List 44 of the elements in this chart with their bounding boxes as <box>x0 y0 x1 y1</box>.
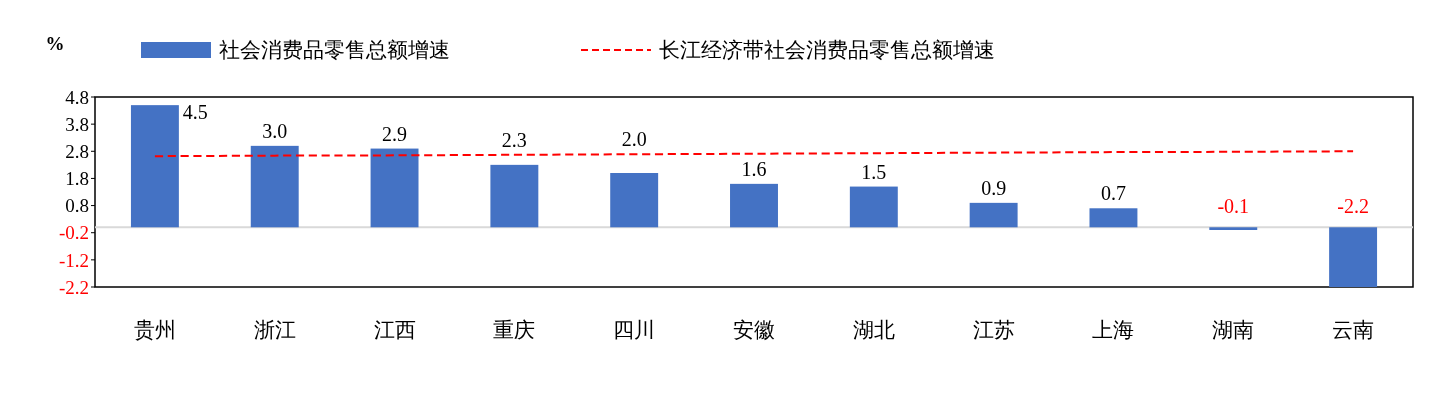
bar <box>1209 227 1258 230</box>
data-label: -2.2 <box>1337 195 1369 218</box>
y-tick-label: 0.8 <box>65 195 89 217</box>
y-tick-label: -1.2 <box>58 249 89 271</box>
legend-label: 长江经济带社会消费品零售总额增速 <box>659 38 995 63</box>
y-tick-label: 2.8 <box>65 140 89 162</box>
y-tick-label: -0.2 <box>58 222 89 244</box>
y-tick-label: -2.2 <box>58 276 89 298</box>
x-tick-label: 江苏 <box>972 318 1015 342</box>
x-tick-label: 云南 <box>1332 318 1375 342</box>
data-label: 0.9 <box>981 176 1007 199</box>
data-label: 4.5 <box>182 101 208 124</box>
data-label: 1.6 <box>741 157 767 180</box>
data-label: 2.3 <box>501 128 527 151</box>
x-tick-label: 湖北 <box>852 318 895 342</box>
x-tick-label: 重庆 <box>493 318 536 342</box>
bar <box>610 173 659 228</box>
data-label: 0.7 <box>1100 182 1126 205</box>
bar <box>250 145 299 228</box>
y-axis-title: % <box>45 33 65 54</box>
x-tick-label: 贵州 <box>133 318 176 342</box>
x-tick-label: 上海 <box>1092 318 1135 342</box>
bar <box>849 186 898 228</box>
y-tick-label: 1.8 <box>65 168 89 190</box>
x-tick-label: 四川 <box>613 318 656 342</box>
bar <box>130 105 179 228</box>
y-tick-label: 3.8 <box>65 113 89 135</box>
bar <box>730 183 778 228</box>
x-tick-label: 湖南 <box>1212 318 1255 342</box>
x-tick-label: 浙江 <box>253 318 296 342</box>
bar <box>490 164 539 228</box>
data-label: 2.0 <box>621 128 647 151</box>
data-label: 1.5 <box>861 160 887 183</box>
y-tick-label: 4.8 <box>65 86 89 108</box>
bar <box>1329 227 1378 287</box>
data-label: -0.1 <box>1217 195 1250 218</box>
data-label: 2.9 <box>382 122 408 145</box>
bar <box>1089 208 1138 228</box>
x-tick-label: 江西 <box>373 318 416 342</box>
legend-label: 社会消费品零售总额增速 <box>219 38 450 63</box>
bar <box>969 202 1018 228</box>
x-tick-label: 安徽 <box>733 318 775 342</box>
bar <box>370 148 419 228</box>
data-label: 3.0 <box>262 119 288 142</box>
